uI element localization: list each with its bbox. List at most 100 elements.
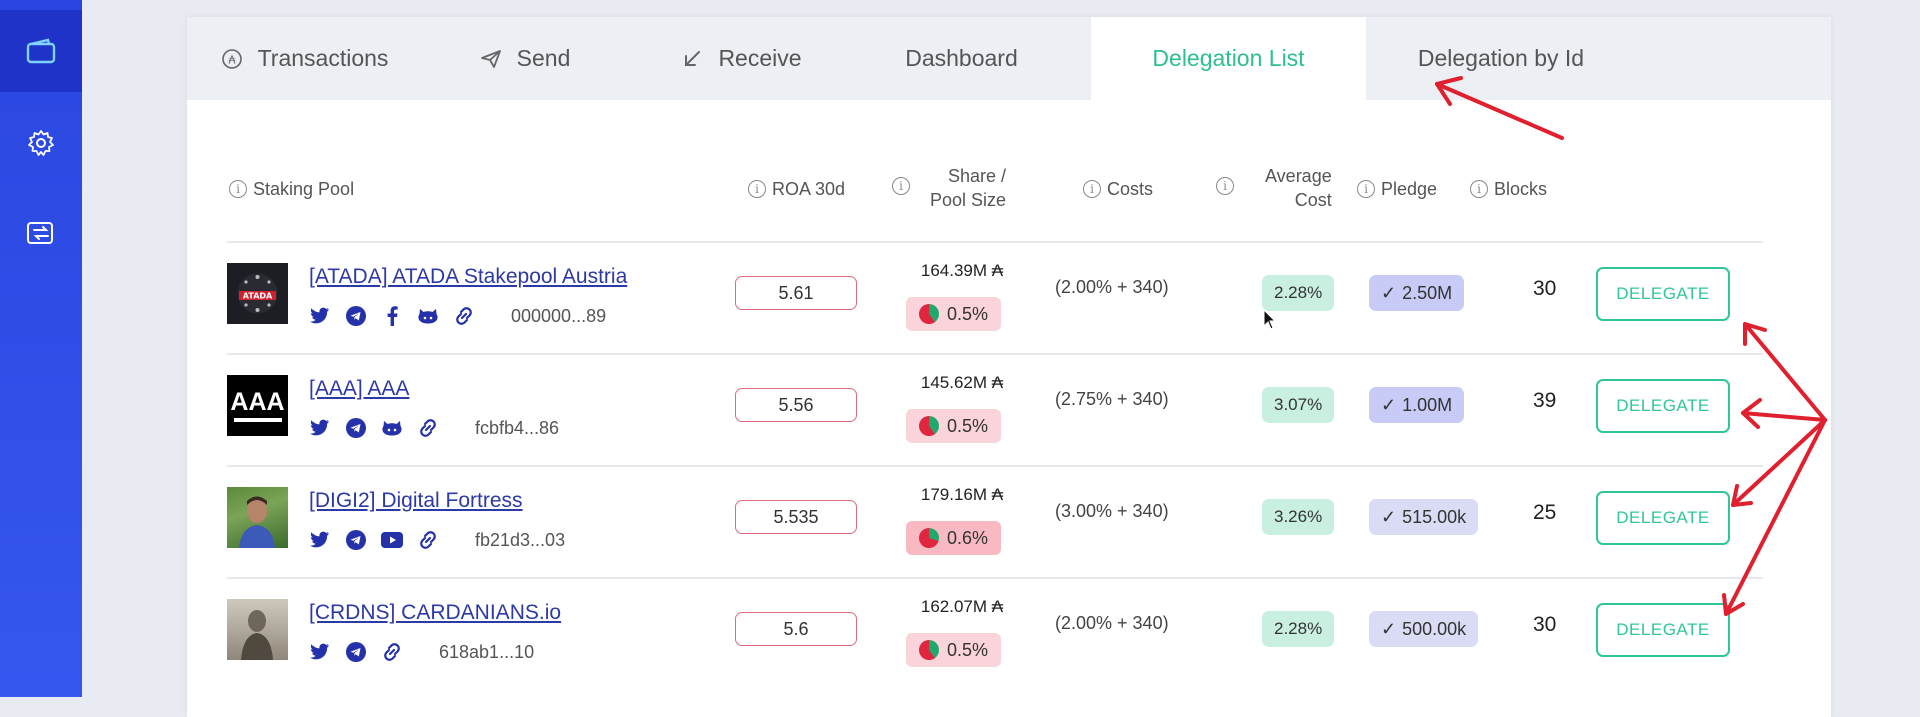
delegate-button[interactable]: DELEGATE [1596,379,1730,433]
header-pledge[interactable]: i Pledge [1357,177,1437,201]
pool-size: 179.16M ₳ [920,485,1004,504]
tab-bar: ₳ Transactions Send Receive Dashboard De… [187,17,1831,100]
pledge-badge: ✓ 1.00M [1369,387,1465,423]
share-value: 0.5% [946,639,989,660]
twitter-icon[interactable] [309,417,331,439]
table-row: [DIGI2] Digital Fortress fb21d3...03 5.5… [227,465,1763,577]
share-value: 0.5% [946,303,989,324]
pool-id: fcbfb4...86 [475,417,560,438]
delegate-button[interactable]: DELEGATE [1596,491,1730,545]
transactions-icon: ₳ [221,48,242,69]
roa-value: 5.56 [735,388,857,422]
pool-social-links: 618ab1...10 [309,641,534,663]
header-share-info[interactable]: i [892,177,910,195]
twitter-icon[interactable] [309,641,331,663]
blocks-value: 39 [1533,389,1557,412]
header-average-cost[interactable]: Average Cost [1265,164,1332,212]
pie-chart-icon [918,304,939,324]
twitter-icon[interactable] [309,305,331,327]
sidebar [0,0,82,697]
header-label: Pool Size [930,190,1007,210]
link-icon[interactable] [417,417,439,439]
delegate-button[interactable]: DELEGATE [1596,267,1730,321]
wallet-icon [26,38,56,64]
check-icon: ✓ [1381,506,1397,527]
tab-delegation-list[interactable]: Delegation List [1091,17,1366,100]
share-value: 0.6% [946,527,989,548]
pool-name-link[interactable]: [DIGI2] Digital Fortress [309,489,523,512]
link-icon[interactable] [453,305,475,327]
blocks-value: 25 [1533,501,1557,524]
tab-label: Delegation List [1152,45,1305,71]
telegram-icon[interactable] [345,305,367,327]
sidebar-item-wallet[interactable] [0,10,82,92]
share-badge: 0.6% [906,521,1001,555]
header-staking-pool[interactable]: i Staking Pool [229,177,354,201]
header-label: Blocks [1494,179,1548,199]
header-roa[interactable]: i ROA 30d [748,177,845,201]
tab-receive[interactable]: Receive [628,17,854,100]
header-label: Pledge [1381,179,1438,199]
info-icon[interactable]: i [1083,180,1101,198]
share-badge: 0.5% [906,409,1001,443]
average-cost-badge: 2.28% [1262,611,1335,647]
header-label: Share / [948,166,1007,186]
facebook-icon[interactable] [381,305,403,327]
info-icon[interactable]: i [748,180,766,198]
pool-name-link[interactable]: [AAA] AAA [309,377,410,400]
telegram-icon[interactable] [345,641,367,663]
pledge-value: 2.50M [1402,282,1453,303]
info-icon[interactable]: i [229,180,247,198]
send-icon [480,49,501,68]
delegate-button[interactable]: DELEGATE [1596,603,1730,657]
link-icon[interactable] [381,641,403,663]
pool-logo: AAA [227,375,288,436]
exchange-icon [27,222,53,244]
github-icon[interactable] [417,305,439,327]
pie-chart-icon [918,528,939,548]
github-icon[interactable] [381,417,403,439]
tab-label: Receive [718,45,802,71]
info-icon[interactable]: i [1470,180,1488,198]
tab-dashboard[interactable]: Dashboard [854,17,1069,100]
roa-value: 5.6 [735,612,857,646]
pool-id: fb21d3...03 [475,529,566,550]
costs-value: (2.00% + 340) [1055,277,1169,297]
telegram-icon[interactable] [345,529,367,551]
telegram-icon[interactable] [345,417,367,439]
header-avg-info[interactable]: i [1216,177,1234,195]
aaa-logo-underline [233,418,282,422]
tab-delegation-by-id[interactable]: Delegation by Id [1366,17,1636,100]
header-label: Costs [1107,179,1154,199]
header-blocks[interactable]: i Blocks [1470,177,1547,201]
info-icon[interactable]: i [1216,177,1234,195]
sidebar-item-exchange[interactable] [0,192,82,274]
twitter-icon[interactable] [309,529,331,551]
average-cost-badge: 3.07% [1262,387,1335,423]
youtube-icon[interactable] [381,529,403,551]
tab-label: Delegation by Id [1417,45,1585,71]
table-row: ATADA [ATADA] ATADA Stakepool Austria 00… [227,241,1763,353]
roa-value: 5.535 [735,500,857,534]
pool-social-links: fcbfb4...86 [309,417,559,439]
pool-name-link[interactable]: [CRDNS] CARDANIANS.io [309,601,562,624]
pledge-value: 1.00M [1402,394,1453,415]
pledge-value: 515.00k [1402,506,1467,527]
svg-text:₳: ₳ [228,53,235,66]
header-label: Average [1265,166,1332,186]
info-icon[interactable]: i [892,177,910,195]
tab-transactions[interactable]: ₳ Transactions [187,17,421,100]
tab-send[interactable]: Send [421,17,628,100]
svg-text:ATADA: ATADA [243,292,273,301]
atada-logo: ATADA [237,273,278,314]
average-cost-badge: 3.26% [1262,499,1335,535]
share-value: 0.5% [946,415,989,436]
header-costs[interactable]: i Costs [1083,177,1153,201]
sidebar-item-settings[interactable] [0,102,82,184]
info-icon[interactable]: i [1357,180,1375,198]
pool-size: 145.62M ₳ [920,373,1004,392]
header-share[interactable]: Share / Pool Size [930,164,1006,212]
pool-name-link[interactable]: [ATADA] ATADA Stakepool Austria [309,265,628,288]
link-icon[interactable] [417,529,439,551]
pool-logo: ATADA [227,263,288,324]
